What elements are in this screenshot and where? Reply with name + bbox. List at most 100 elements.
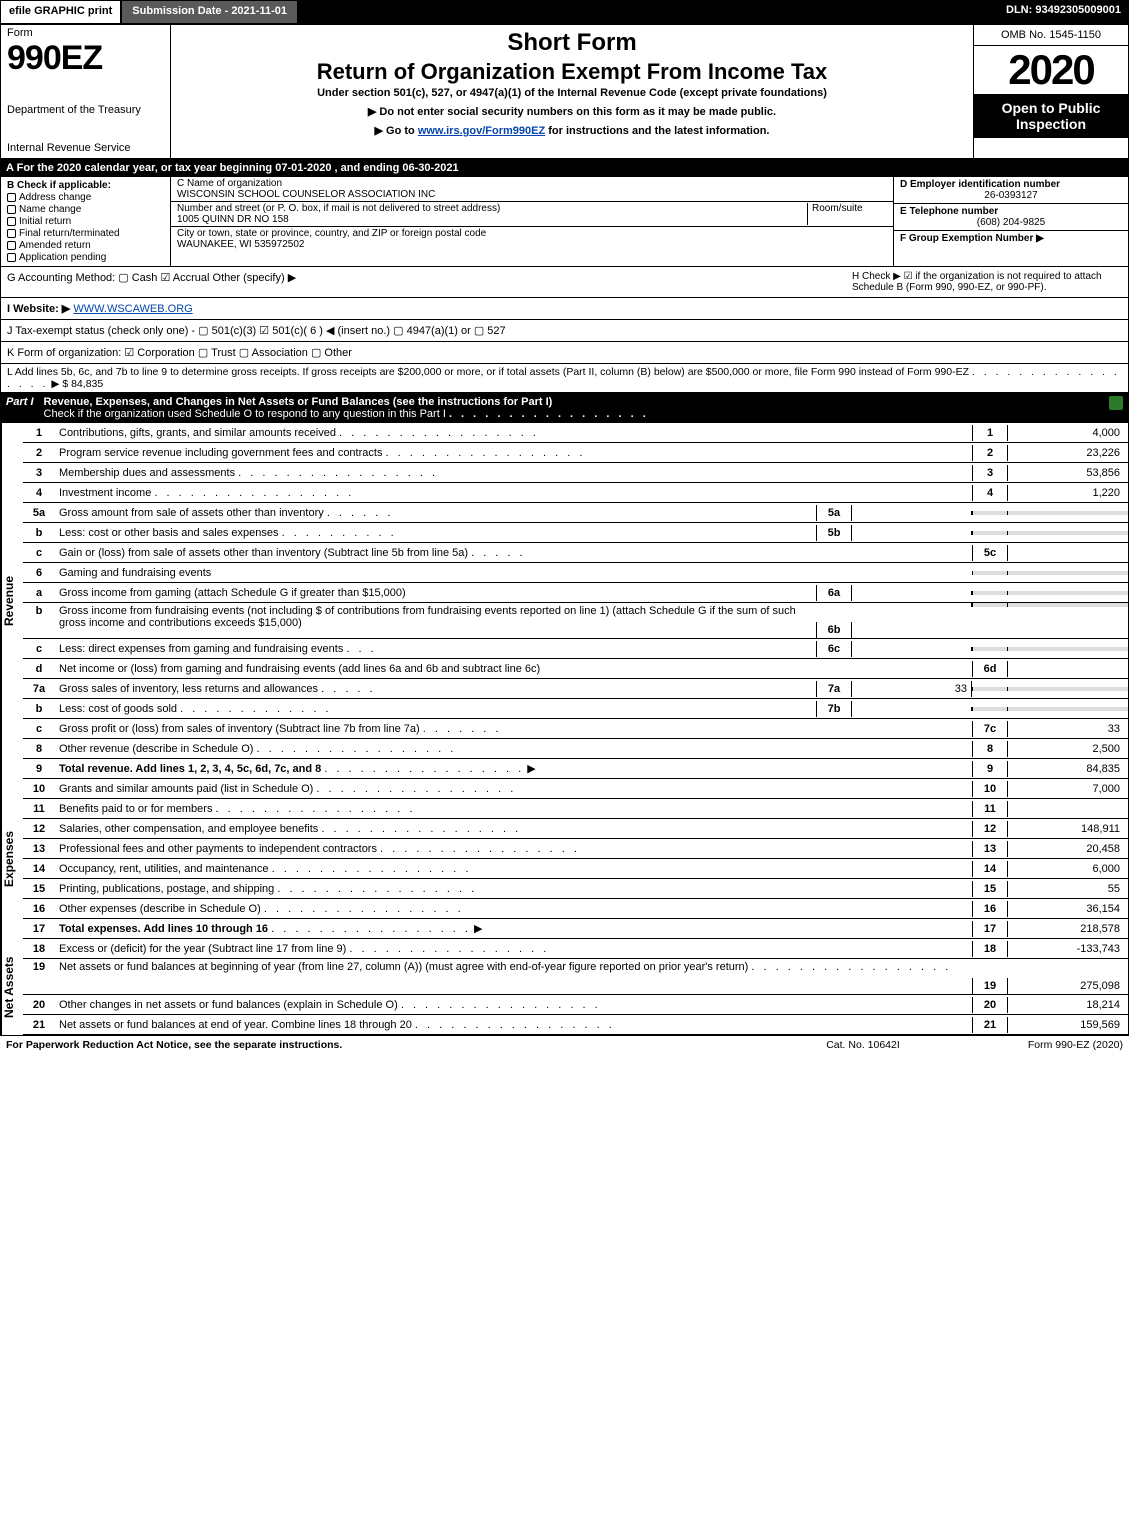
line-2: 2Program service revenue including gover… <box>23 443 1129 463</box>
part-1-header: Part I Revenue, Expenses, and Changes in… <box>0 393 1129 423</box>
city-value: WAUNAKEE, WI 535972502 <box>177 239 887 250</box>
line-11: 11Benefits paid to or for members . . . … <box>23 799 1129 819</box>
spacer <box>298 0 998 24</box>
checked-icon <box>1109 396 1123 410</box>
netassets-label: Net Assets <box>1 939 23 1035</box>
row-l: L Add lines 5b, 6c, and 7b to line 9 to … <box>0 364 1129 393</box>
street-label: Number and street (or P. O. box, if mail… <box>177 203 803 214</box>
line-15: 15Printing, publications, postage, and s… <box>23 879 1129 899</box>
line-10: 10Grants and similar amounts paid (list … <box>23 779 1129 799</box>
submission-date-button[interactable]: Submission Date - 2021-11-01 <box>121 0 298 24</box>
tax-year: 2020 <box>974 46 1128 94</box>
cb-final: Final return/terminated <box>7 228 164 239</box>
line-16: 16Other expenses (describe in Schedule O… <box>23 899 1129 919</box>
line-8: 8Other revenue (describe in Schedule O) … <box>23 739 1129 759</box>
box-b-head: B Check if applicable: <box>7 180 164 191</box>
line-7a: 7aGross sales of inventory, less returns… <box>23 679 1129 699</box>
checkbox-icon[interactable] <box>7 217 16 226</box>
checkbox-icon[interactable] <box>7 241 16 250</box>
ein-value: 26-0393127 <box>900 190 1122 201</box>
h-check: H Check ▶ ☑ if the organization is not r… <box>852 271 1122 293</box>
subtitle: Under section 501(c), 527, or 4947(a)(1)… <box>179 87 965 99</box>
form-number: 990EZ <box>7 39 164 78</box>
line-1: 1Contributions, gifts, grants, and simil… <box>23 423 1129 443</box>
box-b: B Check if applicable: Address change Na… <box>1 177 171 266</box>
return-title: Return of Organization Exempt From Incom… <box>179 59 965 85</box>
title-box: Short Form Return of Organization Exempt… <box>171 25 973 158</box>
line-19: 19Net assets or fund balances at beginni… <box>23 959 1129 995</box>
page-footer: For Paperwork Reduction Act Notice, see … <box>0 1035 1129 1054</box>
goto-pre: ▶ Go to <box>375 125 418 137</box>
f-group: F Group Exemption Number ▶ <box>894 231 1128 246</box>
e-label: E Telephone number <box>900 206 1122 217</box>
goto-post: for instructions and the latest informat… <box>545 125 769 137</box>
part-title: Revenue, Expenses, and Changes in Net As… <box>44 396 1109 420</box>
cb-amended: Amended return <box>7 240 164 251</box>
line-17: 17Total expenses. Add lines 10 through 1… <box>23 919 1129 939</box>
line-6: 6Gaming and fundraising events <box>23 563 1129 583</box>
c-label: C Name of organization <box>177 178 887 189</box>
cb-initial: Initial return <box>7 216 164 227</box>
info-block: B Check if applicable: Address change Na… <box>0 177 1129 267</box>
row-j: J Tax-exempt status (check only one) - ▢… <box>0 320 1129 342</box>
line-6c: cLess: direct expenses from gaming and f… <box>23 639 1129 659</box>
line-5a: 5aGross amount from sale of assets other… <box>23 503 1129 523</box>
line-5b: bLess: cost or other basis and sales exp… <box>23 523 1129 543</box>
cb-pending: Application pending <box>7 252 164 263</box>
top-bar: efile GRAPHIC print Submission Date - 20… <box>0 0 1129 24</box>
footer-form: Form 990-EZ (2020) <box>963 1039 1123 1051</box>
line-12: 12Salaries, other compensation, and empl… <box>23 819 1129 839</box>
d-label: D Employer identification number <box>900 179 1122 190</box>
phone-value: (608) 204-9825 <box>900 217 1122 228</box>
line-21: 21Net assets or fund balances at end of … <box>23 1015 1129 1035</box>
dln-label: DLN: 93492305009001 <box>998 0 1129 24</box>
expenses-label: Expenses <box>1 779 23 939</box>
i-website: I Website: ▶ WWW.WSCAWEB.ORG <box>7 302 1122 315</box>
c-name-row: C Name of organization WISCONSIN SCHOOL … <box>171 177 893 202</box>
checkbox-icon[interactable] <box>7 229 16 238</box>
form-header: Form 990EZ Department of the Treasury In… <box>0 24 1129 159</box>
row-i: I Website: ▶ WWW.WSCAWEB.ORG <box>0 298 1129 320</box>
line-5c: cGain or (loss) from sale of assets othe… <box>23 543 1129 563</box>
open-public-badge: Open to Public Inspection <box>974 94 1128 138</box>
dept-line-1: Department of the Treasury <box>7 104 164 116</box>
netassets-rows: 18Excess or (deficit) for the year (Subt… <box>23 939 1129 1035</box>
d-ein: D Employer identification number 26-0393… <box>894 177 1128 204</box>
line-7b: bLess: cost of goods sold . . . . . . . … <box>23 699 1129 719</box>
box-c: C Name of organization WISCONSIN SCHOOL … <box>171 177 893 266</box>
row-g-h: G Accounting Method: ▢ Cash ☑ Accrual Ot… <box>0 267 1129 298</box>
line-14: 14Occupancy, rent, utilities, and mainte… <box>23 859 1129 879</box>
e-phone: E Telephone number (608) 204-9825 <box>894 204 1128 231</box>
warning-line: ▶ Do not enter social security numbers o… <box>179 105 965 118</box>
line-3: 3Membership dues and assessments . . . .… <box>23 463 1129 483</box>
omb-number: OMB No. 1545-1150 <box>974 25 1128 46</box>
line-6d: dNet income or (loss) from gaming and fu… <box>23 659 1129 679</box>
line-6b: bGross income from fundraising events (n… <box>23 603 1129 639</box>
form-word: Form <box>7 27 164 39</box>
c-city-row: City or town, state or province, country… <box>171 227 893 251</box>
netassets-section: Net Assets 18Excess or (deficit) for the… <box>0 939 1129 1035</box>
checkbox-icon[interactable] <box>7 205 16 214</box>
checkbox-icon[interactable] <box>7 253 16 262</box>
box-d: D Employer identification number 26-0393… <box>893 177 1128 266</box>
revenue-section: Revenue 1Contributions, gifts, grants, a… <box>0 423 1129 779</box>
efile-print-button[interactable]: efile GRAPHIC print <box>0 0 121 24</box>
g-accounting: G Accounting Method: ▢ Cash ☑ Accrual Ot… <box>7 271 852 293</box>
line-4: 4Investment income . . . . . . . . . . .… <box>23 483 1129 503</box>
part-number: Part I <box>6 396 34 420</box>
cb-address: Address change <box>7 192 164 203</box>
f-label: F Group Exemption Number ▶ <box>900 233 1122 244</box>
room-suite: Room/suite <box>807 203 887 225</box>
irs-link[interactable]: www.irs.gov/Form990EZ <box>418 125 545 137</box>
footer-cat: Cat. No. 10642I <box>763 1039 963 1051</box>
period-a: A <box>6 162 14 174</box>
line-7c: cGross profit or (loss) from sales of in… <box>23 719 1129 739</box>
form-box: Form 990EZ Department of the Treasury In… <box>1 25 171 158</box>
checkbox-icon[interactable] <box>7 193 16 202</box>
c-street-row: Number and street (or P. O. box, if mail… <box>171 202 893 227</box>
dept-line-2: Internal Revenue Service <box>7 142 164 154</box>
short-form-title: Short Form <box>179 29 965 57</box>
website-link[interactable]: WWW.WSCAWEB.ORG <box>73 303 192 315</box>
expenses-rows: 10Grants and similar amounts paid (list … <box>23 779 1129 939</box>
org-name: WISCONSIN SCHOOL COUNSELOR ASSOCIATION I… <box>177 189 887 200</box>
